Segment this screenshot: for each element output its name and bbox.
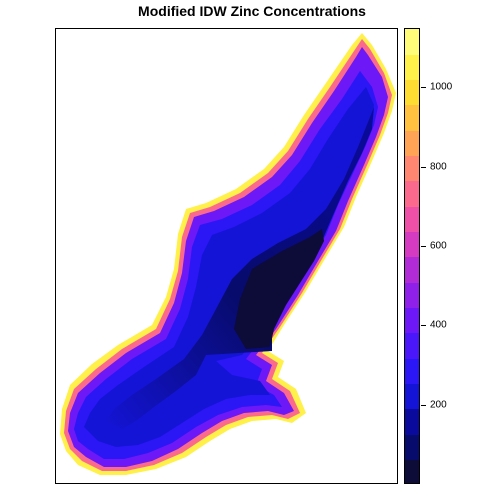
colorbar-step bbox=[405, 333, 419, 359]
zone-darkest bbox=[234, 229, 324, 349]
colorbar-step bbox=[405, 29, 419, 55]
colorbar-step bbox=[405, 79, 419, 106]
colorbar-step bbox=[405, 231, 419, 258]
colorbar-tick-label: 1000 bbox=[430, 81, 453, 93]
colorbar-step bbox=[405, 105, 419, 131]
colorbar-step bbox=[405, 383, 419, 410]
zone-dark-blue bbox=[84, 87, 374, 447]
colorbar-step bbox=[405, 155, 419, 182]
colorbar-step bbox=[405, 54, 419, 81]
colorbar-tick bbox=[421, 246, 426, 248]
colorbar-tick bbox=[421, 404, 426, 406]
colorbar-tick bbox=[421, 325, 426, 327]
zinc-idw-raster bbox=[60, 33, 396, 475]
colorbar-step bbox=[405, 358, 419, 385]
colorbar-step bbox=[405, 130, 419, 157]
colorbar-step bbox=[405, 181, 419, 207]
map-title: Modified IDW Zinc Concentrations bbox=[138, 3, 366, 19]
zone-navy-core bbox=[106, 107, 374, 429]
colorbar bbox=[404, 28, 420, 484]
colorbar-tick bbox=[421, 166, 426, 168]
colorbar-step bbox=[405, 459, 419, 483]
colorbar-step bbox=[405, 206, 419, 233]
colorbar-tick-label: 400 bbox=[430, 319, 447, 331]
colorbar-tick bbox=[421, 87, 426, 89]
colorbar-tick-label: 800 bbox=[430, 161, 447, 173]
colorbar-tick-label: 600 bbox=[430, 240, 447, 252]
map-panel bbox=[55, 28, 398, 484]
colorbar-step bbox=[405, 409, 419, 435]
colorbar-step bbox=[405, 434, 419, 461]
colorbar-step bbox=[405, 307, 419, 334]
colorbar-step bbox=[405, 257, 419, 283]
colorbar-step bbox=[405, 282, 419, 309]
colorbar-tick-label: 200 bbox=[430, 399, 447, 411]
